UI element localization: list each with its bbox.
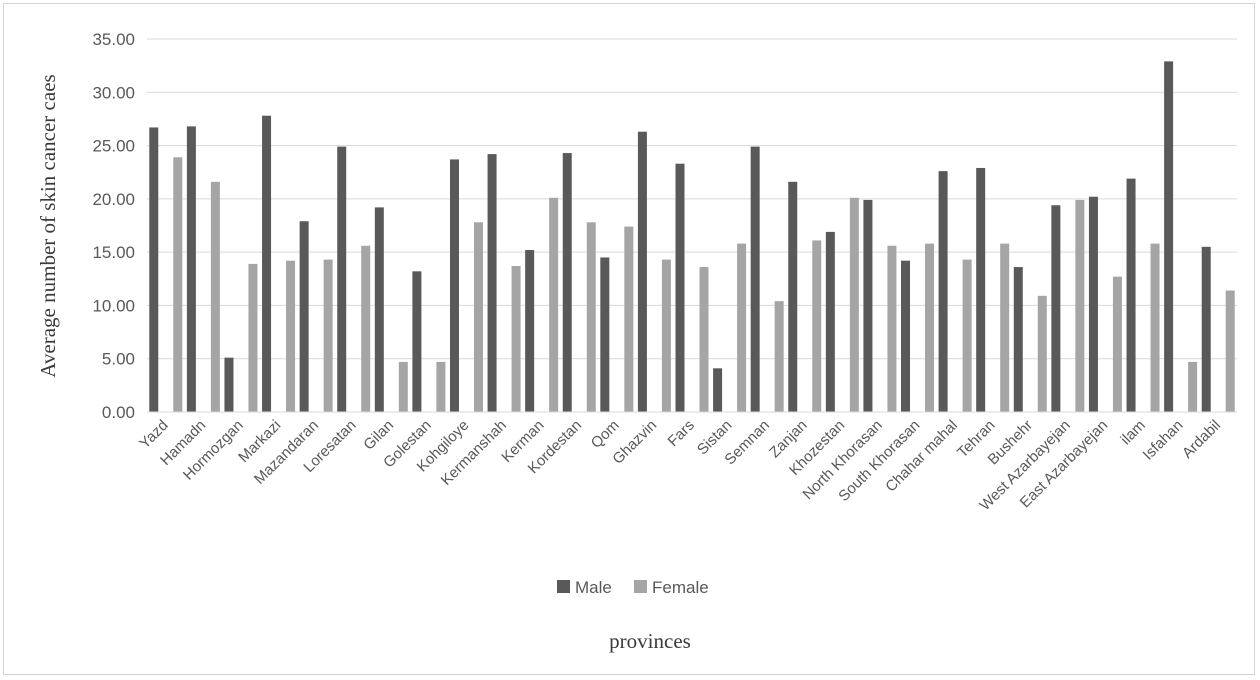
bar-female — [774, 301, 784, 412]
bar-male — [788, 181, 798, 412]
bar-male — [449, 159, 459, 412]
x-category-label: Fars — [665, 417, 698, 450]
bar-male — [938, 171, 948, 412]
bar-male — [637, 131, 647, 412]
bar-female — [1112, 276, 1122, 412]
bar-male — [299, 221, 309, 412]
bar-female — [1037, 295, 1047, 412]
bar-male — [337, 146, 347, 412]
bar-female — [849, 197, 859, 412]
bar-female — [1075, 199, 1085, 412]
bar-male — [149, 127, 159, 412]
bar-male — [901, 260, 911, 412]
y-tick-label: 15.00 — [92, 243, 135, 262]
x-axis-title: provinces — [609, 629, 691, 653]
bars — [149, 61, 1235, 412]
x-category-label: Isfahan — [1140, 417, 1187, 464]
y-tick-label: 30.00 — [92, 83, 135, 102]
y-tick-label: 25.00 — [92, 137, 135, 156]
y-tick-label: 5.00 — [102, 350, 135, 369]
bar-male — [262, 115, 272, 412]
bar-male — [1051, 205, 1061, 412]
bar-female — [812, 240, 822, 412]
bar-female — [361, 245, 371, 412]
y-tick-label: 0.00 — [102, 403, 135, 422]
legend-swatch-male — [557, 580, 570, 593]
bar-male — [525, 250, 535, 412]
y-tick-label: 10.00 — [92, 296, 135, 315]
bar-female — [661, 259, 671, 412]
bar-female — [210, 181, 220, 412]
bar-male — [750, 146, 760, 412]
bar-female — [887, 245, 897, 412]
y-tick-label: 20.00 — [92, 190, 135, 209]
bar-female — [436, 361, 446, 412]
bar-male — [1201, 246, 1211, 412]
bar-female — [511, 265, 521, 412]
bar-male — [412, 271, 422, 412]
legend-label-male: Male — [575, 578, 612, 597]
gridlines — [147, 38, 1237, 360]
bar-female — [398, 361, 408, 412]
bar-female — [1150, 243, 1160, 412]
bar-female — [699, 267, 709, 412]
bar-female — [1000, 243, 1010, 412]
bar-male — [1013, 267, 1023, 412]
bar-female — [173, 157, 183, 412]
bar-male — [675, 163, 685, 412]
bar-male — [863, 199, 873, 412]
bar-female — [925, 243, 935, 412]
y-tick-label: 35.00 — [92, 30, 135, 49]
bar-female — [624, 226, 634, 412]
bar-male — [374, 207, 384, 412]
bar-male — [976, 167, 986, 412]
x-axis-category-labels: YazdHamadnHormozganMarkaziMazandaranLore… — [136, 417, 1224, 514]
bar-male — [1088, 196, 1098, 412]
bar-female — [286, 260, 296, 412]
bar-female — [737, 243, 747, 412]
bar-female — [248, 263, 258, 412]
bar-male — [186, 126, 196, 412]
legend: Male Female — [557, 578, 709, 597]
bar-female — [962, 259, 972, 412]
legend-swatch-female — [634, 580, 647, 593]
y-axis-ticks: 0.00 5.00 10.00 15.00 20.00 25.00 30.00 35.00 — [92, 30, 135, 422]
chart-frame — [3, 3, 1255, 675]
bar-female — [473, 222, 483, 412]
bar-male — [562, 153, 572, 412]
bar-female — [1188, 361, 1198, 412]
bar-male — [600, 257, 610, 412]
bar-female — [1225, 290, 1235, 412]
x-category-label: ilam — [1117, 417, 1148, 448]
bar-male — [487, 154, 497, 412]
bar-male — [825, 231, 835, 412]
bar-male — [1164, 61, 1174, 412]
bar-male — [1126, 178, 1136, 412]
y-axis-title: Average number of skin cancer caes — [36, 74, 60, 377]
legend-label-female: Female — [652, 578, 709, 597]
bar-female — [586, 222, 596, 412]
bar-male — [713, 368, 723, 412]
bar-male — [224, 357, 234, 412]
x-category-label: Ardabil — [1179, 417, 1224, 462]
bar-female — [549, 197, 559, 412]
bar-female — [323, 259, 333, 412]
